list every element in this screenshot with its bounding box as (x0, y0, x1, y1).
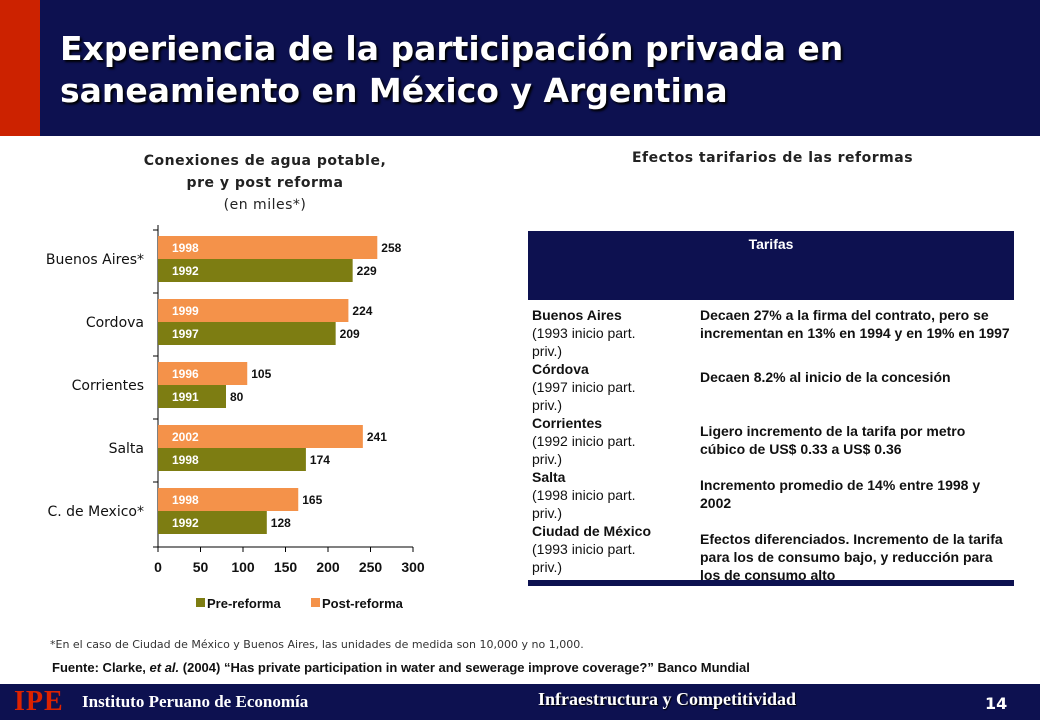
table-row-effect: Efectos diferenciados. Incremento de la … (700, 531, 1003, 583)
table-row-note: priv.) (532, 397, 563, 413)
bar-pre (158, 385, 226, 408)
tariff-table-header: Tarifas (528, 231, 1014, 300)
section-name: Infraestructura y Competitividad (538, 689, 796, 709)
bar-year-label: 1997 (172, 327, 199, 341)
source-rest: (2004) “Has private participation in wat… (179, 660, 750, 675)
category-label: Salta (109, 441, 144, 457)
table-row-note: (1998 inicio part. (532, 487, 636, 503)
bar-year-label: 1998 (172, 453, 199, 467)
bar-value-label: 165 (302, 493, 322, 507)
bar-value-label: 241 (367, 430, 387, 444)
table-row: Ciudad de México (1993 inicio part. priv… (528, 522, 1014, 584)
table-row-effect: Decaen 8.2% al inicio de la concesión (700, 369, 951, 385)
table-row: Buenos Aires (1993 inicio part. priv.) D… (528, 300, 1014, 360)
table-row-effect: Ligero incremento de la tarifa por metro… (700, 423, 966, 457)
bar-value-label: 258 (381, 241, 401, 255)
source-prefix: Fuente: Clarke, (52, 660, 150, 675)
bar-year-label: 1999 (172, 304, 199, 318)
legend-swatch-post (311, 598, 320, 607)
table-row-city: Ciudad de México (532, 523, 652, 539)
bar-value-label: 174 (310, 453, 330, 467)
x-tick-label: 200 (316, 559, 340, 575)
table-row-city: Córdova (532, 361, 589, 377)
bar-value-label: 209 (340, 327, 360, 341)
table-row-note: (1997 inicio part. (532, 379, 636, 395)
bar-year-label: 1992 (172, 264, 199, 278)
legend-label-post: Post-reforma (322, 596, 404, 611)
table-row-effect: Decaen 27% a la firma del contrato, pero… (700, 307, 1010, 341)
table-row-note: priv.) (532, 451, 563, 467)
header-accent (0, 0, 40, 136)
bar-post (158, 425, 363, 448)
legend-swatch-pre (196, 598, 205, 607)
page-number: 14 (985, 694, 1008, 713)
table-row-note: priv.) (532, 343, 563, 359)
chart-title-line1: Conexiones de agua potable, (143, 153, 387, 169)
source-etal: et al. (149, 660, 180, 675)
footnote: *En el caso de Ciudad de México y Buenos… (50, 638, 584, 651)
table-row: Córdova (1997 inicio part. priv.) Decaen… (528, 360, 1014, 414)
category-label: Cordova (86, 315, 144, 331)
source-citation: Fuente: Clarke, et al. (2004) “Has priva… (52, 660, 750, 675)
table-row-city: Salta (532, 469, 566, 485)
x-tick-label: 0 (154, 559, 162, 575)
bar-year-label: 1998 (172, 493, 199, 507)
x-tick-label: 50 (193, 559, 209, 575)
table-row-note: priv.) (532, 505, 563, 521)
table-row: Corrientes (1992 inicio part. priv.) Lig… (528, 414, 1014, 468)
bar-value-label: 229 (357, 264, 377, 278)
chart-subtitle: (en miles*) (223, 197, 307, 213)
x-tick-label: 300 (401, 559, 425, 575)
bar-value-label: 80 (230, 390, 244, 404)
x-tick-label: 150 (274, 559, 298, 575)
bar-post (158, 236, 378, 259)
header-bar (0, 0, 1040, 136)
table-row-note: priv.) (532, 559, 563, 575)
bar-pre (158, 448, 306, 471)
category-label: Buenos Aires* (46, 252, 144, 268)
table-title: Efectos tarifarios de las reformas (631, 150, 914, 166)
table-row-note: (1992 inicio part. (532, 433, 636, 449)
table-row-city: Buenos Aires (532, 307, 622, 323)
table-row-effect: Incremento promedio de 14% entre 1998 y … (700, 477, 981, 511)
bar-year-label: 1996 (172, 367, 199, 381)
bar-post (158, 488, 299, 511)
footer-bar (0, 684, 1040, 720)
table-row-note: (1993 inicio part. (532, 541, 636, 557)
x-tick-label: 250 (359, 559, 383, 575)
bar-value-label: 224 (352, 304, 372, 318)
institution-name: Instituto Peruano de Economía (82, 692, 309, 711)
chart-title: Conexiones de agua potable, pre y post r… (100, 150, 430, 216)
category-label: Corrientes (72, 378, 144, 394)
bar-pre (158, 511, 267, 534)
page-title: Experiencia de la participación privada … (60, 29, 844, 110)
connections-chart: Buenos Aires* 1998 258 1992 229 Cordova 1999 22… (46, 225, 425, 611)
bar-year-label: 1998 (172, 241, 199, 255)
bar-post (158, 362, 248, 385)
bar-year-label: 1991 (172, 390, 199, 404)
category-label: C. de Mexico* (47, 504, 144, 520)
ipe-logo: IPE (14, 686, 64, 717)
bar-post (158, 299, 349, 322)
table-row-city: Corrientes (532, 415, 603, 431)
chart-title-line2: pre y post reforma (186, 175, 344, 191)
bar-value-label: 128 (271, 516, 291, 530)
bar-value-label: 105 (251, 367, 271, 381)
bar-year-label: 2002 (172, 430, 199, 444)
legend-label-pre: Pre-reforma (207, 596, 281, 611)
tariff-table: Tarifas Buenos Aires (1993 inicio part. … (528, 231, 1014, 584)
table-row: Salta (1998 inicio part. priv.) Incremen… (528, 468, 1014, 522)
x-tick-label: 100 (231, 559, 255, 575)
table-bottom-bar (528, 580, 1014, 586)
bar-year-label: 1992 (172, 516, 199, 530)
bar-pre (158, 259, 353, 282)
table-divider (528, 295, 1014, 297)
table-row-note: (1993 inicio part. (532, 325, 636, 341)
bar-pre (158, 322, 336, 345)
